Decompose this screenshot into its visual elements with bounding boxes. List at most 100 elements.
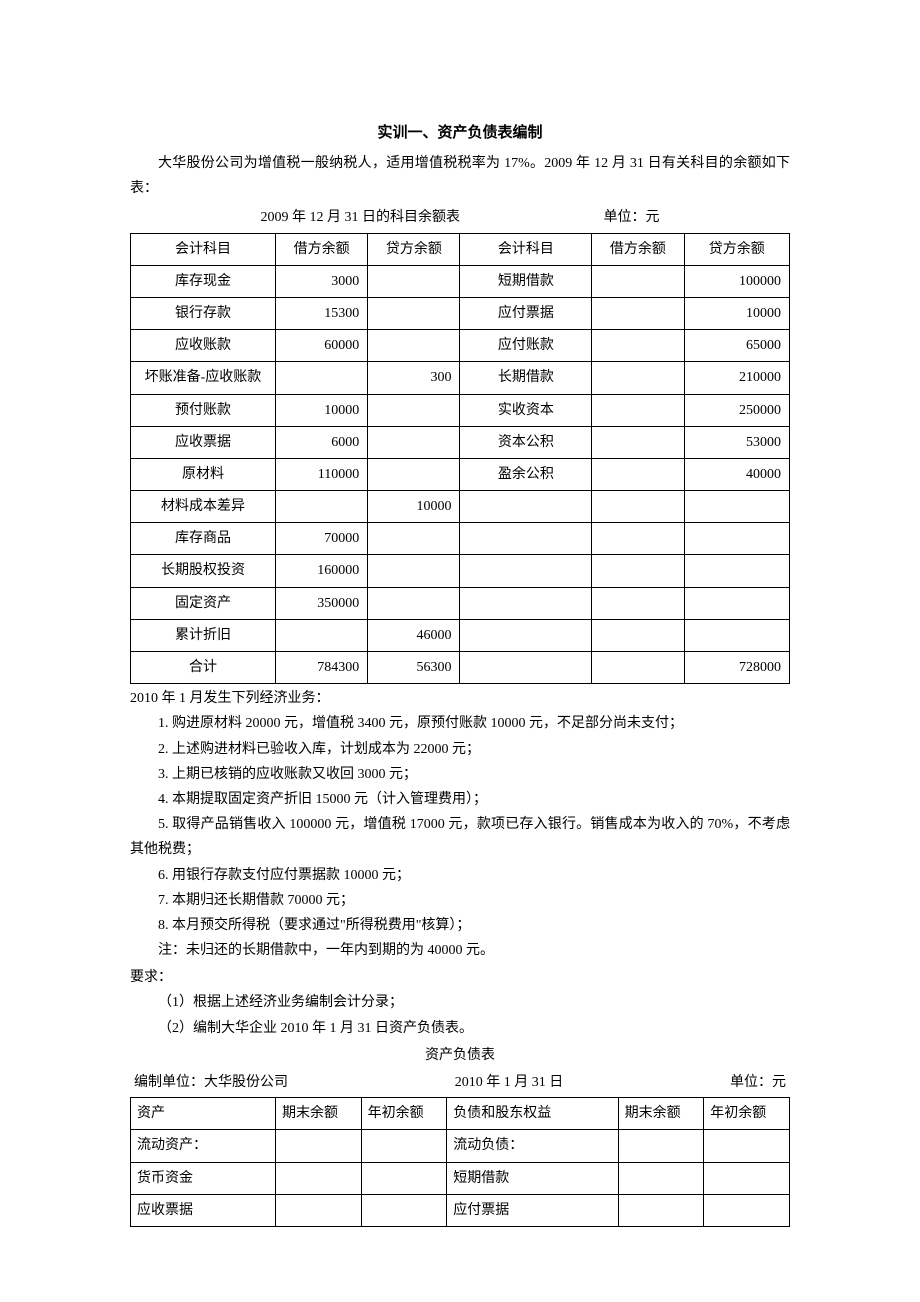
table-cell: 6000 (275, 426, 367, 458)
table-cell: 库存商品 (131, 523, 276, 555)
table-cell (368, 458, 460, 490)
table-cell (368, 523, 460, 555)
table1-col-header: 借方余额 (275, 233, 367, 265)
table-cell: 40000 (684, 458, 789, 490)
table-cell: 应收票据 (131, 1194, 276, 1226)
table-cell: 库存现金 (131, 265, 276, 297)
table-cell: 流动资产： (131, 1130, 276, 1162)
table-cell: 应收账款 (131, 330, 276, 362)
table-cell (368, 555, 460, 587)
table-cell (460, 555, 592, 587)
table-cell (460, 523, 592, 555)
table-cell: 56300 (368, 652, 460, 684)
table-cell (592, 362, 684, 394)
transaction-item: 4. 本期提取固定资产折旧 15000 元（计入管理费用）； (130, 787, 790, 812)
table-cell: 累计折旧 (131, 619, 276, 651)
transaction-item: 1. 购进原材料 20000 元，增值税 3400 元，原预付账款 10000 … (130, 711, 790, 736)
table-cell (704, 1130, 790, 1162)
table-cell: 15300 (275, 297, 367, 329)
table-cell (460, 587, 592, 619)
table1-col-header: 会计科目 (131, 233, 276, 265)
table2-col-header: 期末余额 (618, 1098, 704, 1130)
table-cell (592, 330, 684, 362)
table-cell (592, 394, 684, 426)
table-cell (684, 491, 789, 523)
requirements-label: 要求： (130, 965, 790, 990)
table1-header-row: 会计科目借方余额贷方余额会计科目借方余额贷方余额 (131, 233, 790, 265)
table2-col-header: 年初余额 (704, 1098, 790, 1130)
table-cell (361, 1130, 447, 1162)
table-row: 材料成本差异10000 (131, 491, 790, 523)
table-row: 累计折旧 46000 (131, 619, 790, 651)
note-text: 注：未归还的长期借款中，一年内到期的为 40000 元。 (130, 938, 790, 963)
table-cell (592, 265, 684, 297)
table1-caption: 2009 年 12 月 31 日的科目余额表 单位：元 (130, 205, 790, 230)
table-cell (684, 587, 789, 619)
table-row: 库存商品70000 (131, 523, 790, 555)
table-cell (618, 1194, 704, 1226)
requirement-item: （1）根据上述经济业务编制会计分录； (130, 990, 790, 1015)
table-cell: 110000 (275, 458, 367, 490)
transaction-item: 7. 本期归还长期借款 70000 元； (130, 888, 790, 913)
table-cell (361, 1194, 447, 1226)
table-cell (460, 491, 592, 523)
table-cell: 坏账准备-应收账款 (131, 362, 276, 394)
table-cell (592, 555, 684, 587)
transaction-item: 6. 用银行存款支付应付票据款 10000 元； (130, 863, 790, 888)
table-cell (704, 1194, 790, 1226)
table-row: 应收票据6000资本公积53000 (131, 426, 790, 458)
transactions-label: 2010 年 1 月发生下列经济业务： (130, 686, 790, 711)
table-row: 合计78430056300728000 (131, 652, 790, 684)
table-cell (592, 587, 684, 619)
doc-title: 实训一、资产负债表编制 (130, 120, 790, 147)
table2-date: 2010 年 1 月 31 日 (455, 1070, 564, 1095)
table-cell (704, 1162, 790, 1194)
table-cell: 3000 (275, 265, 367, 297)
table-cell: 60000 (275, 330, 367, 362)
transaction-item: 5. 取得产品销售收入 100000 元，增值税 17000 元，款项已存入银行… (130, 812, 790, 862)
table-cell: 应付票据 (460, 297, 592, 329)
table-cell (592, 652, 684, 684)
table2-col-header: 年初余额 (361, 1098, 447, 1130)
table-cell: 100000 (684, 265, 789, 297)
table-row: 坏账准备-应收账款300长期借款210000 (131, 362, 790, 394)
table-cell: 流动负债： (447, 1130, 618, 1162)
table-cell: 短期借款 (460, 265, 592, 297)
table-row: 货币资金 短期借款 (131, 1162, 790, 1194)
table-cell (592, 426, 684, 458)
table-cell: 短期借款 (447, 1162, 618, 1194)
table-cell: 160000 (275, 555, 367, 587)
table-cell: 210000 (684, 362, 789, 394)
table-cell (684, 619, 789, 651)
table-cell: 银行存款 (131, 297, 276, 329)
table1-col-header: 借方余额 (592, 233, 684, 265)
table-cell: 46000 (368, 619, 460, 651)
table-cell: 预付账款 (131, 394, 276, 426)
table-cell (592, 491, 684, 523)
table1-col-header: 会计科目 (460, 233, 592, 265)
table-row: 长期股权投资160000 (131, 555, 790, 587)
transaction-item: 8. 本月预交所得税（要求通过"所得税费用"核算）； (130, 913, 790, 938)
table-cell: 应付账款 (460, 330, 592, 362)
table2-title: 资产负债表 (130, 1043, 790, 1068)
table-cell: 原材料 (131, 458, 276, 490)
table-cell (684, 555, 789, 587)
table-cell (368, 394, 460, 426)
table-cell (592, 619, 684, 651)
table-cell: 10000 (684, 297, 789, 329)
table-row: 银行存款15300 应付票据 10000 (131, 297, 790, 329)
table-cell (592, 458, 684, 490)
table-row: 原材料110000盈余公积40000 (131, 458, 790, 490)
table1-unit: 单位：元 (604, 205, 660, 230)
table2-col-header: 资产 (131, 1098, 276, 1130)
table-cell: 货币资金 (131, 1162, 276, 1194)
table2-col-header: 负债和股东权益 (447, 1098, 618, 1130)
table-cell (592, 523, 684, 555)
table-cell: 784300 (275, 652, 367, 684)
table-cell (368, 265, 460, 297)
requirements-list: （1）根据上述经济业务编制会计分录；（2）编制大华企业 2010 年 1 月 3… (130, 990, 790, 1040)
table-cell: 材料成本差异 (131, 491, 276, 523)
table-cell: 53000 (684, 426, 789, 458)
table-cell: 长期借款 (460, 362, 592, 394)
transaction-item: 2. 上述购进材料已验收入库，计划成本为 22000 元； (130, 737, 790, 762)
